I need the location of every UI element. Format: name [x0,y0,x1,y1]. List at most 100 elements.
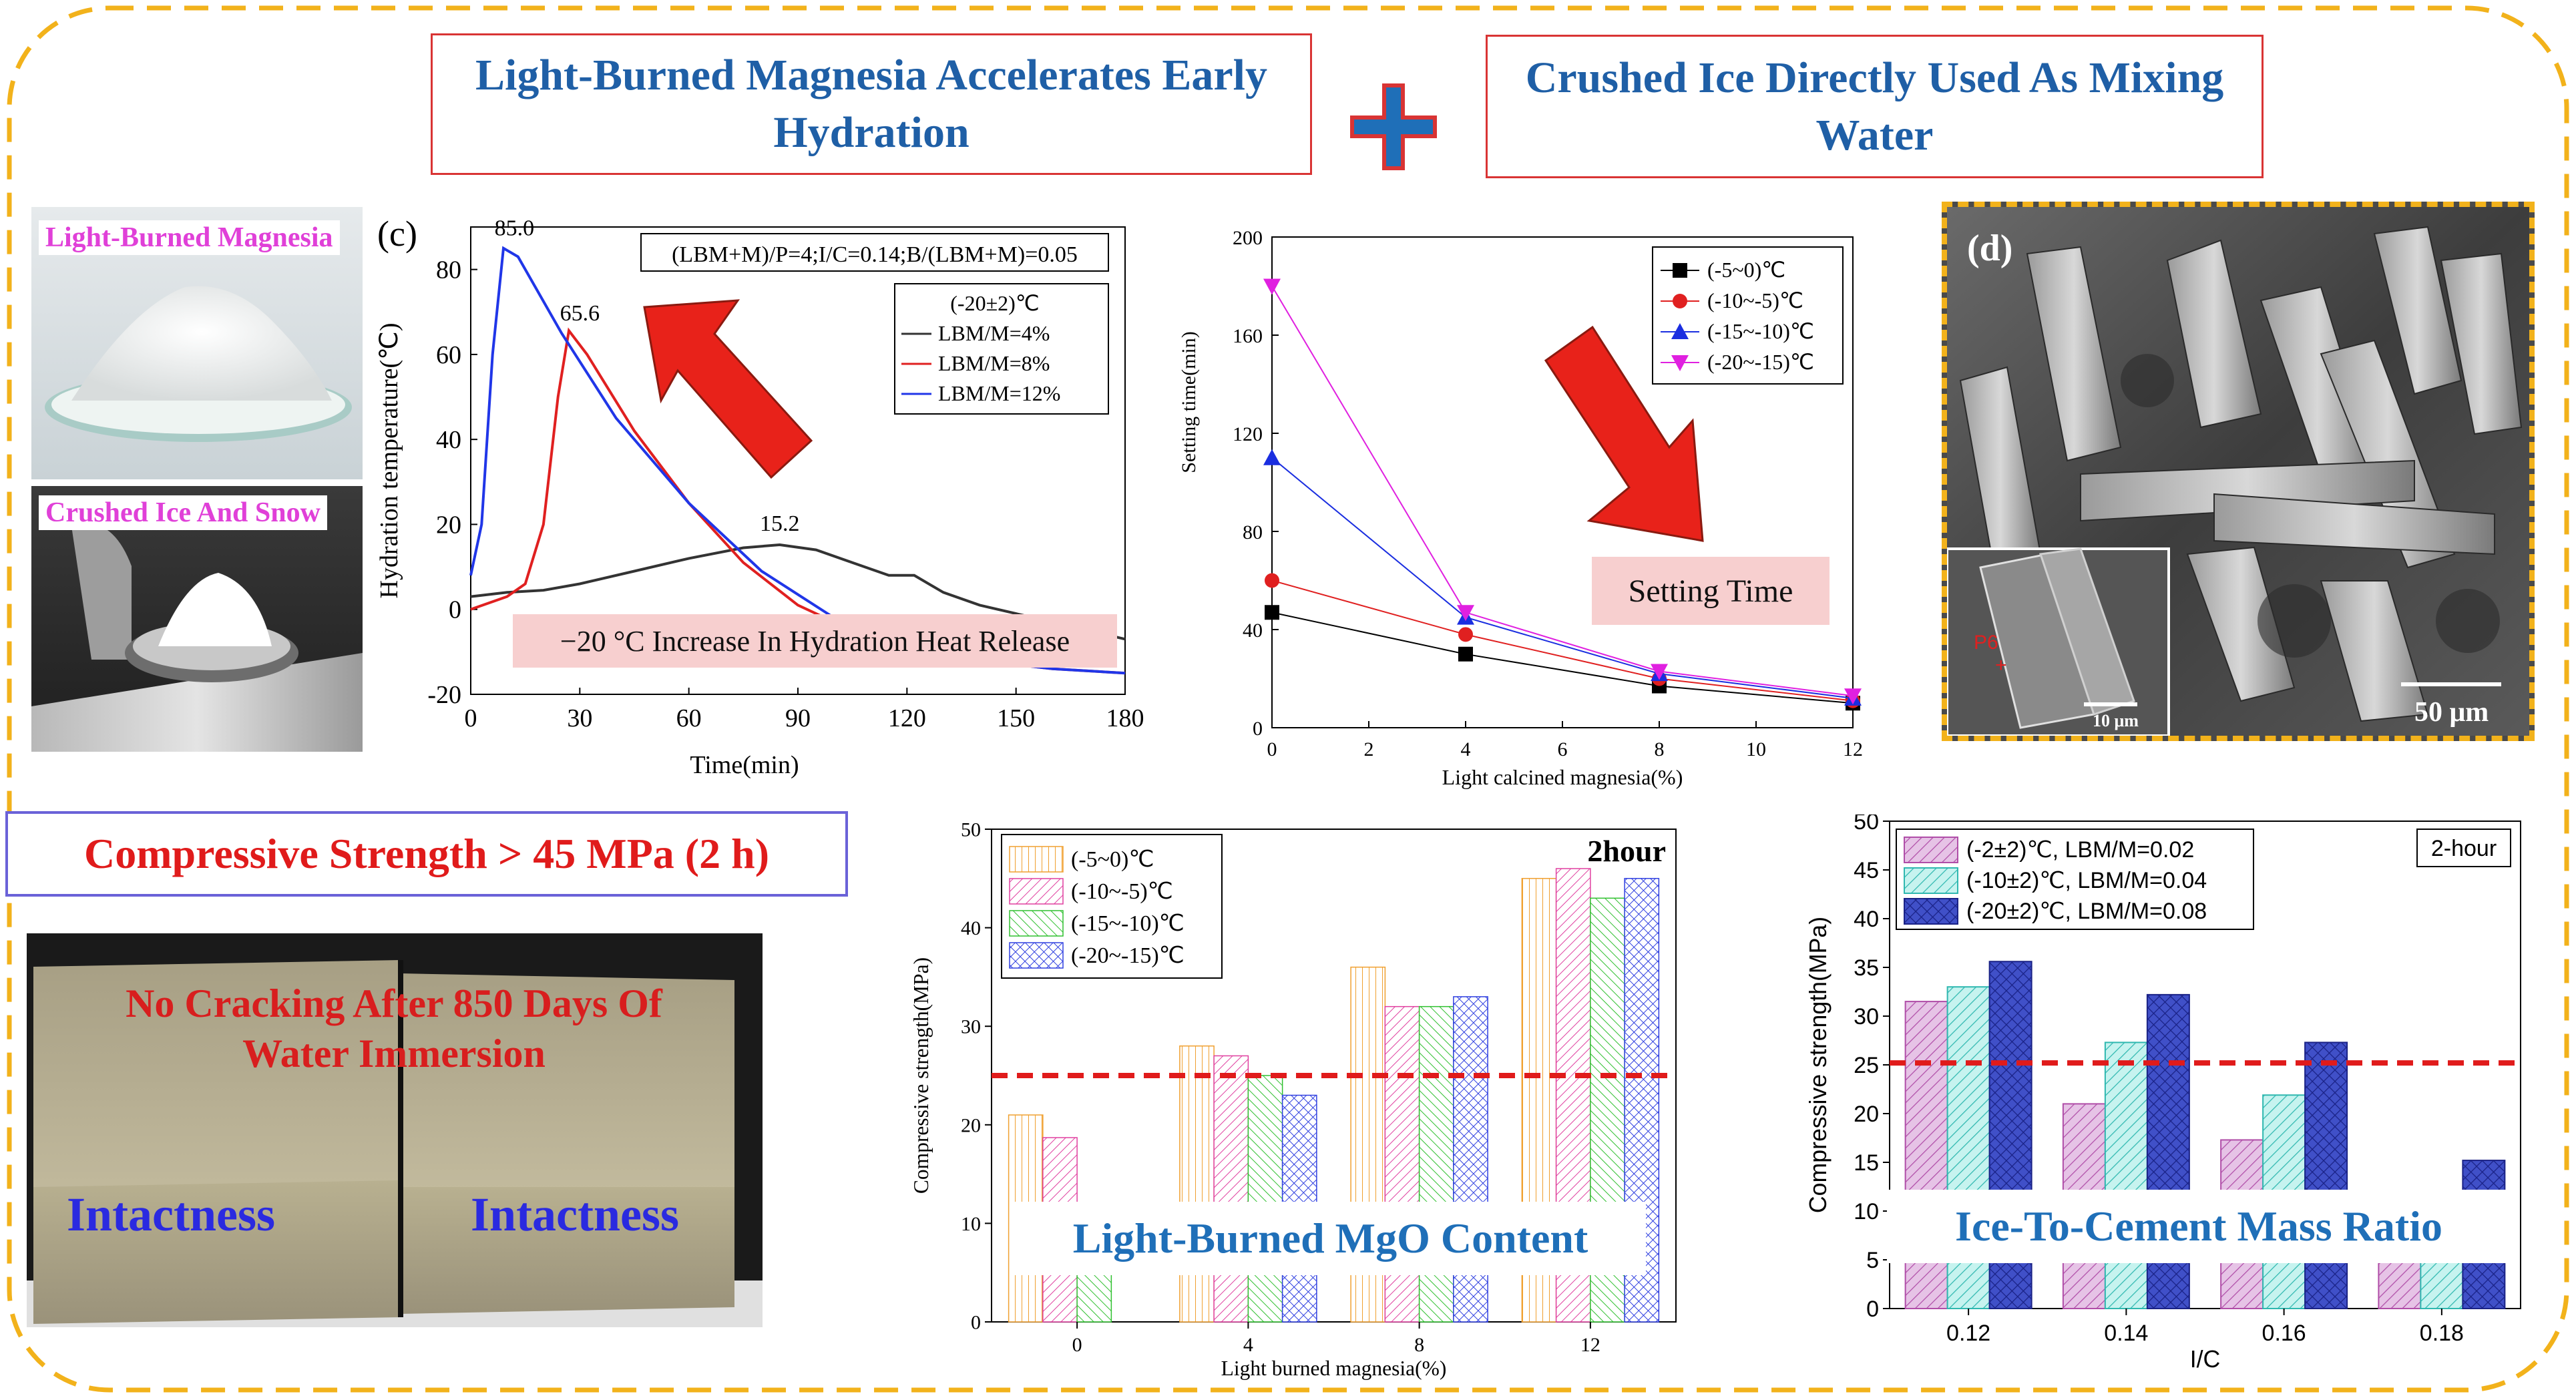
series-line-4 [1271,285,1854,697]
x-tick-label: 8 [1414,1334,1424,1356]
y-tick-label: 40 [1243,620,1263,642]
x-tick-label: 180 [1106,704,1144,732]
legend-label: (-20~-15)℃ [1707,350,1814,374]
legend-label: LBM/M=8% [938,351,1050,375]
y-tick-label: -20 [427,681,461,709]
x-tick-label: 0.14 [2104,1321,2148,1346]
hydration-chart: 0 30 60 90 120 150 180-20020406080Time(min)Hyd… [375,214,1144,779]
time-tag: 2-hour [2431,836,2497,861]
legend-swatch [1009,910,1064,937]
magnesia-label: Light-Burned Magnesia [39,220,340,255]
data-point [1265,573,1279,588]
condition-text: (LBM+M)/P=4;I/C=0.14;B/(LBM+M)=0.05 [672,242,1078,267]
sem-panel-label: (d) [1967,228,2012,269]
legend-label: (-15~-10)℃ [1707,319,1814,343]
x-tick-label: 120 [888,704,926,732]
y-tick-label: 200 [1233,227,1263,249]
y-tick-label: 30 [1854,1004,1879,1029]
legend-swatch [1904,867,1958,894]
x-tick-label: 0 [1267,738,1277,760]
legend-swatch [1009,942,1064,969]
y-tick-label: 20 [1854,1102,1879,1127]
sem-point-label: P6 [1974,632,1998,654]
y-tick-label: 50 [1854,814,1879,835]
legend-marker [1673,263,1687,278]
x-tick-label: 4 [1243,1334,1253,1356]
legend-label: (-20~-15)℃ [1071,943,1185,968]
data-point [1458,627,1473,642]
y-tick-label: 30 [961,1016,981,1038]
y-tick-label: 40 [961,917,981,939]
sem-point-marker: + [1995,654,2007,676]
cubes-photo: No Cracking After 850 Days Of Water Imme… [27,933,763,1327]
data-point [1263,449,1281,465]
y-tick-label: 0 [971,1312,981,1334]
strength-ic-chart: 0 5 10 15 20 25 30 35 40 45 50 0.12 0.14 0.16 0.18 I/C C… [1805,814,2521,1373]
y-tick-label: 50 [961,819,981,841]
ice-label: Crushed Ice And Snow [39,495,327,530]
x-tick-label: 60 [676,704,702,732]
y-axis-label: Hydration temperature(℃) [375,322,403,598]
y-tick-label: 80 [436,256,461,284]
legend-label: (-10~-5)℃ [1071,879,1173,904]
up-arrow-icon [643,299,813,479]
y-tick-label: 120 [1233,423,1263,445]
ic-annotation: Ice-To-Cement Mass Ratio [1887,1190,2511,1263]
x-axis-label: Time(min) [690,751,799,779]
y-tick-label: 35 [1854,955,1879,981]
x-tick-label: 0 [465,704,477,732]
y-tick-label: 25 [1854,1053,1879,1078]
y-tick-label: 5 [1866,1248,1879,1273]
legend-label: (-5~0)℃ [1707,258,1785,282]
y-tick-label: 45 [1854,858,1879,883]
y-tick-label: 0 [1866,1297,1879,1322]
y-tick-label: 40 [436,426,461,454]
series-line-2 [1271,579,1854,702]
legend-marker [1671,323,1689,339]
x-tick-label: 12 [1843,738,1863,760]
y-axis-label: Setting time(min) [1178,331,1200,473]
header-left-title: Light-Burned Magnesia Accelerates Early … [431,33,1312,175]
legend-marker [1671,355,1689,371]
legend-title: (-20±2)℃ [950,291,1039,315]
y-tick-label: 10 [961,1213,981,1235]
data-point [1458,646,1473,662]
peak-label: 65.6 [560,301,600,326]
series-line-1 [1271,612,1854,704]
sem-image: P6 + 10 μm 50 μm (d) [1942,202,2535,741]
legend-marker [1673,294,1687,308]
inset-scale-bar [2084,702,2137,706]
data-point [1844,688,1862,705]
mgo-annotation: Light-Burned MgO Content [1015,1202,1646,1275]
data-point [1651,664,1668,680]
hydration-annotation: −20 °C Increase In Hydration Heat Releas… [513,614,1117,668]
data-point [1457,605,1474,622]
bar [1247,1075,1283,1323]
x-axis-label: I/C [2190,1346,2221,1373]
plus-icon [1350,83,1437,170]
bar [1213,1055,1249,1323]
x-tick-label: 0 [1072,1334,1082,1356]
panel-label: (c) [377,214,417,254]
y-tick-label: 40 [1854,907,1879,932]
y-tick-label: 80 [1243,521,1263,543]
peak-label: 85.0 [495,216,535,241]
inset-scale-text: 10 μm [2093,711,2139,730]
legend-swatch [1009,846,1064,873]
x-tick-label: 30 [567,704,592,732]
down-arrow-icon [1544,325,1704,542]
legend-box [894,283,1109,415]
scale-bar [2401,682,2501,686]
legend-label: (-20±2)℃, LBM/M=0.08 [1966,899,2207,924]
time-tag: 2hour [1587,834,1666,868]
bar [2304,1041,2348,1309]
x-tick-label: 90 [785,704,811,732]
y-axis-label: Compressive strength(MPa) [909,957,933,1194]
y-axis-label: Compressive strength(MPa) [1805,917,1832,1213]
y-tick-label: 0 [449,596,461,624]
x-axis-label: Light burned magnesia(%) [1221,1357,1447,1380]
x-tick-label: 0.18 [2420,1321,2464,1346]
y-tick-label: 20 [961,1114,981,1136]
